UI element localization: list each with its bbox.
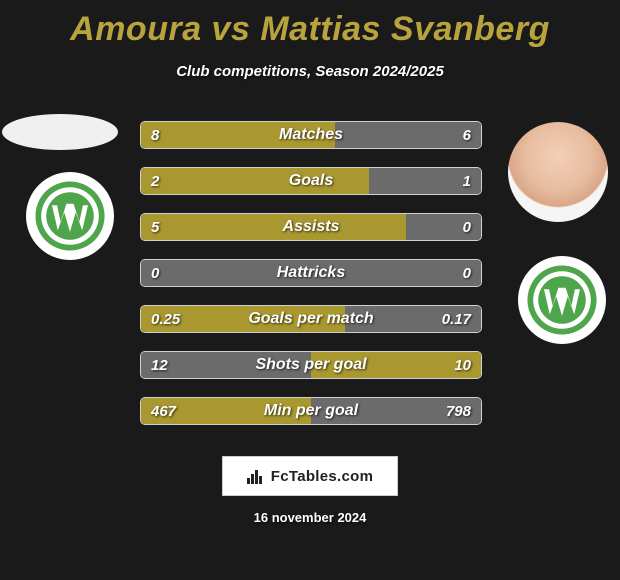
stat-label: Goals per match [141,306,481,332]
stat-label: Shots per goal [141,352,481,378]
stat-row: 21Goals [140,167,482,195]
subtitle: Club competitions, Season 2024/2025 [0,63,620,80]
wolfsburg-icon [34,180,106,252]
wolfsburg-icon [526,264,598,336]
stat-label: Matches [141,122,481,148]
stat-label: Goals [141,168,481,194]
player-left-avatar [2,114,118,150]
stat-row: 86Matches [140,121,482,149]
bars-icon [247,468,265,484]
player-right-avatar [508,122,608,222]
stat-label: Min per goal [141,398,481,424]
stat-bars: 86Matches 21Goals 50Assists 00Hattricks 0.25… [140,121,482,443]
page-title: Amoura vs Mattias Svanberg [0,0,620,49]
club-left-logo [26,172,114,260]
brand-text: FcTables.com [271,468,374,485]
comparison-content: 86Matches 21Goals 50Assists 00Hattricks 0.25… [0,106,620,446]
stat-row: 467798Min per goal [140,397,482,425]
stat-label: Assists [141,214,481,240]
stat-row: 50Assists [140,213,482,241]
stat-row: 0.250.17Goals per match [140,305,482,333]
brand-badge: FcTables.com [222,456,398,496]
stat-row: 00Hattricks [140,259,482,287]
stat-row: 1210Shots per goal [140,351,482,379]
club-right-logo [518,256,606,344]
stat-label: Hattricks [141,260,481,286]
footer-date: 16 november 2024 [0,510,620,525]
